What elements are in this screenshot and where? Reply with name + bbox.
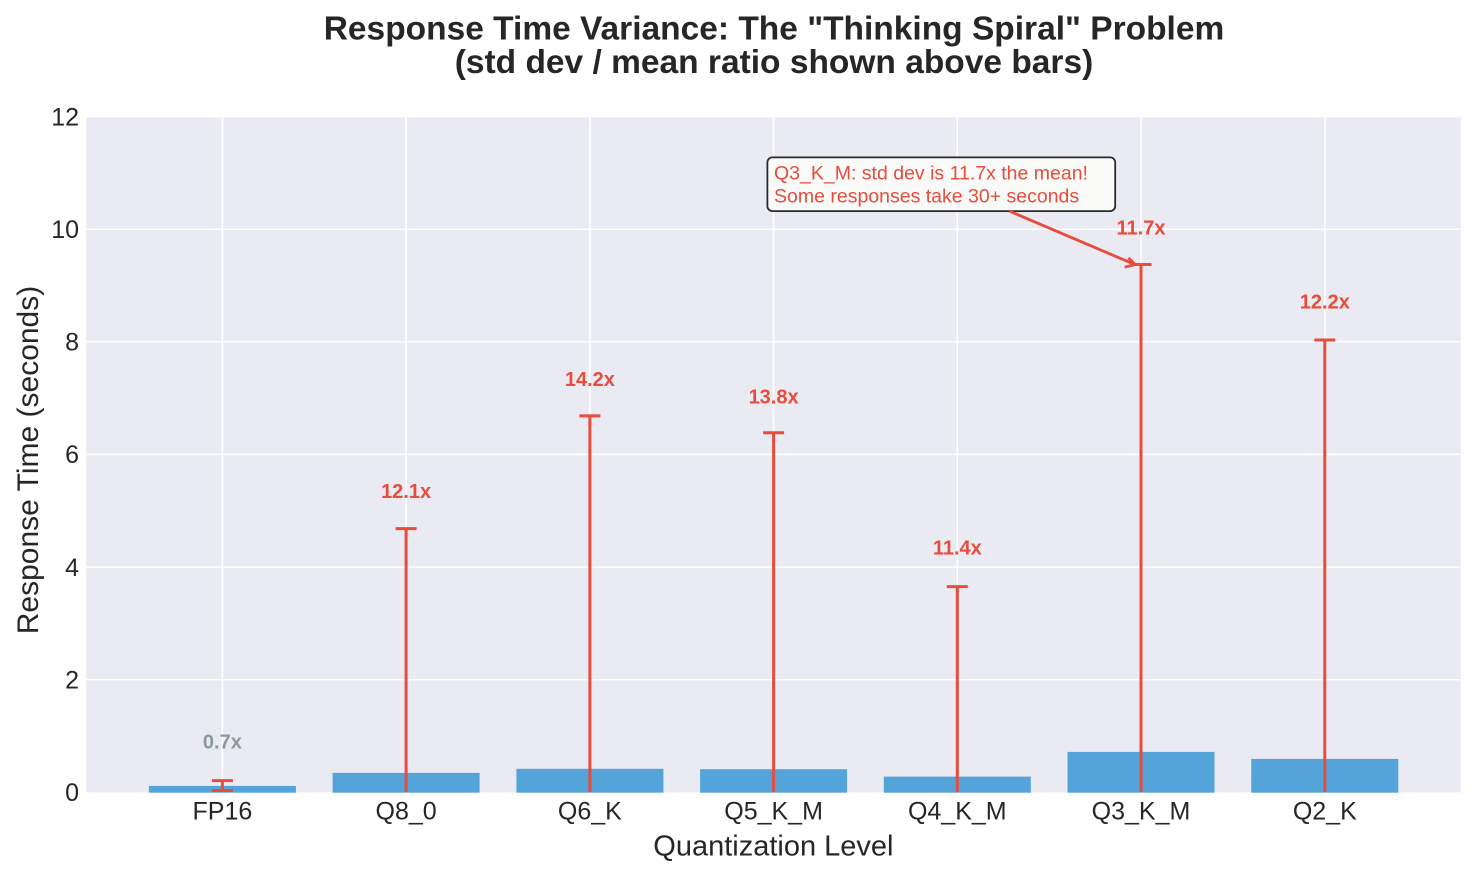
svg-text:Q2_K: Q2_K bbox=[1293, 797, 1357, 825]
svg-text:12.1x: 12.1x bbox=[381, 481, 431, 503]
svg-text:12.2x: 12.2x bbox=[1300, 291, 1350, 313]
svg-text:13.8x: 13.8x bbox=[749, 386, 799, 408]
svg-text:10: 10 bbox=[51, 216, 79, 244]
svg-text:(std dev / mean ratio shown ab: (std dev / mean ratio shown above bars) bbox=[455, 44, 1094, 81]
svg-text:4: 4 bbox=[65, 554, 79, 582]
svg-text:14.2x: 14.2x bbox=[565, 369, 615, 391]
svg-text:Q4_K_M: Q4_K_M bbox=[908, 797, 1007, 825]
svg-text:Response Time Variance: The "T: Response Time Variance: The "Thinking Sp… bbox=[324, 11, 1225, 48]
svg-text:Quantization Level: Quantization Level bbox=[653, 831, 893, 863]
svg-text:Response Time (seconds): Response Time (seconds) bbox=[12, 286, 45, 635]
svg-text:FP16: FP16 bbox=[193, 797, 253, 825]
svg-text:Q3_K_M: Q3_K_M bbox=[1092, 797, 1191, 825]
svg-text:0: 0 bbox=[65, 779, 79, 807]
svg-text:11.4x: 11.4x bbox=[933, 537, 982, 559]
svg-text:Q6_K: Q6_K bbox=[558, 797, 622, 825]
svg-text:11.7x: 11.7x bbox=[1117, 218, 1166, 240]
svg-text:Q3_K_M: std dev is 11.7x the m: Q3_K_M: std dev is 11.7x the mean! bbox=[774, 163, 1088, 185]
svg-text:Some responses take 30+ second: Some responses take 30+ seconds bbox=[774, 186, 1079, 208]
svg-text:Q8_0: Q8_0 bbox=[376, 797, 437, 825]
svg-text:12: 12 bbox=[51, 103, 79, 131]
svg-text:6: 6 bbox=[65, 441, 79, 469]
svg-text:2: 2 bbox=[65, 666, 79, 694]
svg-text:Q5_K_M: Q5_K_M bbox=[724, 797, 823, 825]
svg-text:8: 8 bbox=[65, 329, 79, 357]
svg-text:0.7x: 0.7x bbox=[203, 732, 242, 754]
